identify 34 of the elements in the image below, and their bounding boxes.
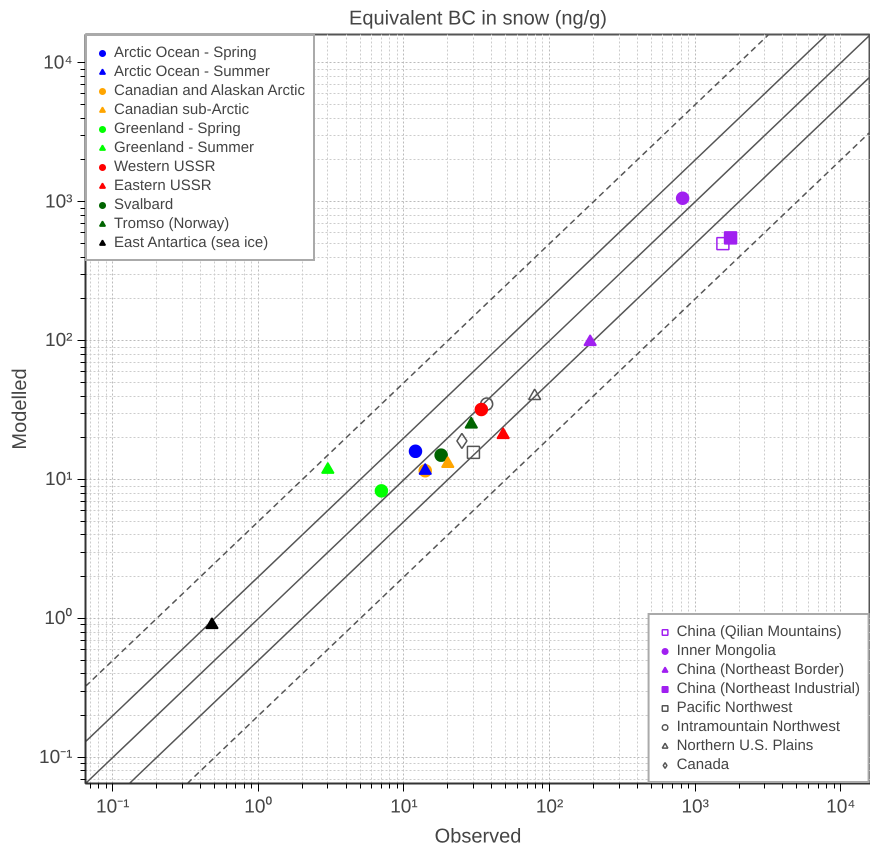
legend-label: Svalbard	[114, 196, 174, 213]
legend-label: Arctic Ocean - Summer	[114, 63, 270, 80]
legend-label: Eastern USSR	[114, 177, 212, 194]
legend-label: Tromso (Norway)	[114, 215, 230, 232]
legend-label: Greenland - Summer	[114, 139, 254, 156]
x-tick-label: 10³	[681, 796, 709, 818]
chart-title: Equivalent BC in snow (ng/g)	[349, 8, 607, 30]
legend-label: Canadian sub-Arctic	[114, 101, 250, 118]
y-tick-label: 10²	[45, 330, 73, 352]
legend-label: Northern U.S. Plains	[676, 737, 814, 754]
legend-label: China (Northeast Border)	[676, 661, 844, 678]
legend-label: China (Northeast Industrial)	[676, 680, 860, 697]
y-tick-label: 10³	[45, 191, 73, 212]
x-tick-label: 10²	[536, 796, 564, 818]
legend-label: Pacific Northwest	[676, 699, 792, 716]
legend-label: Inner Mongolia	[676, 642, 776, 659]
x-axis-title: Observed	[434, 826, 522, 848]
legend-label: Canada	[676, 756, 730, 773]
y-tick-label: 10⁰	[44, 607, 73, 630]
legend-label: Western USSR	[114, 158, 216, 175]
legend-label: China (Qilian Mountains)	[676, 623, 842, 640]
x-tick-label: 10¹	[390, 796, 418, 818]
x-tick-label: 10⁰	[244, 796, 272, 818]
y-tick-label: 10¹	[45, 469, 73, 490]
x-tick-label: 10⁻¹	[96, 796, 130, 818]
legend-label: East Antartica (sea ice)	[114, 234, 268, 251]
y-axis-title: Modelled	[9, 368, 32, 450]
y-tick-label: 10⁴	[43, 52, 73, 74]
legend-label: Greenland - Spring	[114, 120, 241, 137]
legend-label: Intramountain Northwest	[676, 718, 840, 735]
x-tick-label: 10⁴	[826, 796, 856, 818]
legend-label: Canadian and Alaskan Arctic	[114, 82, 305, 99]
y-tick-label: 10⁻¹	[39, 747, 73, 768]
legend-label: Arctic Ocean - Spring	[114, 44, 257, 61]
